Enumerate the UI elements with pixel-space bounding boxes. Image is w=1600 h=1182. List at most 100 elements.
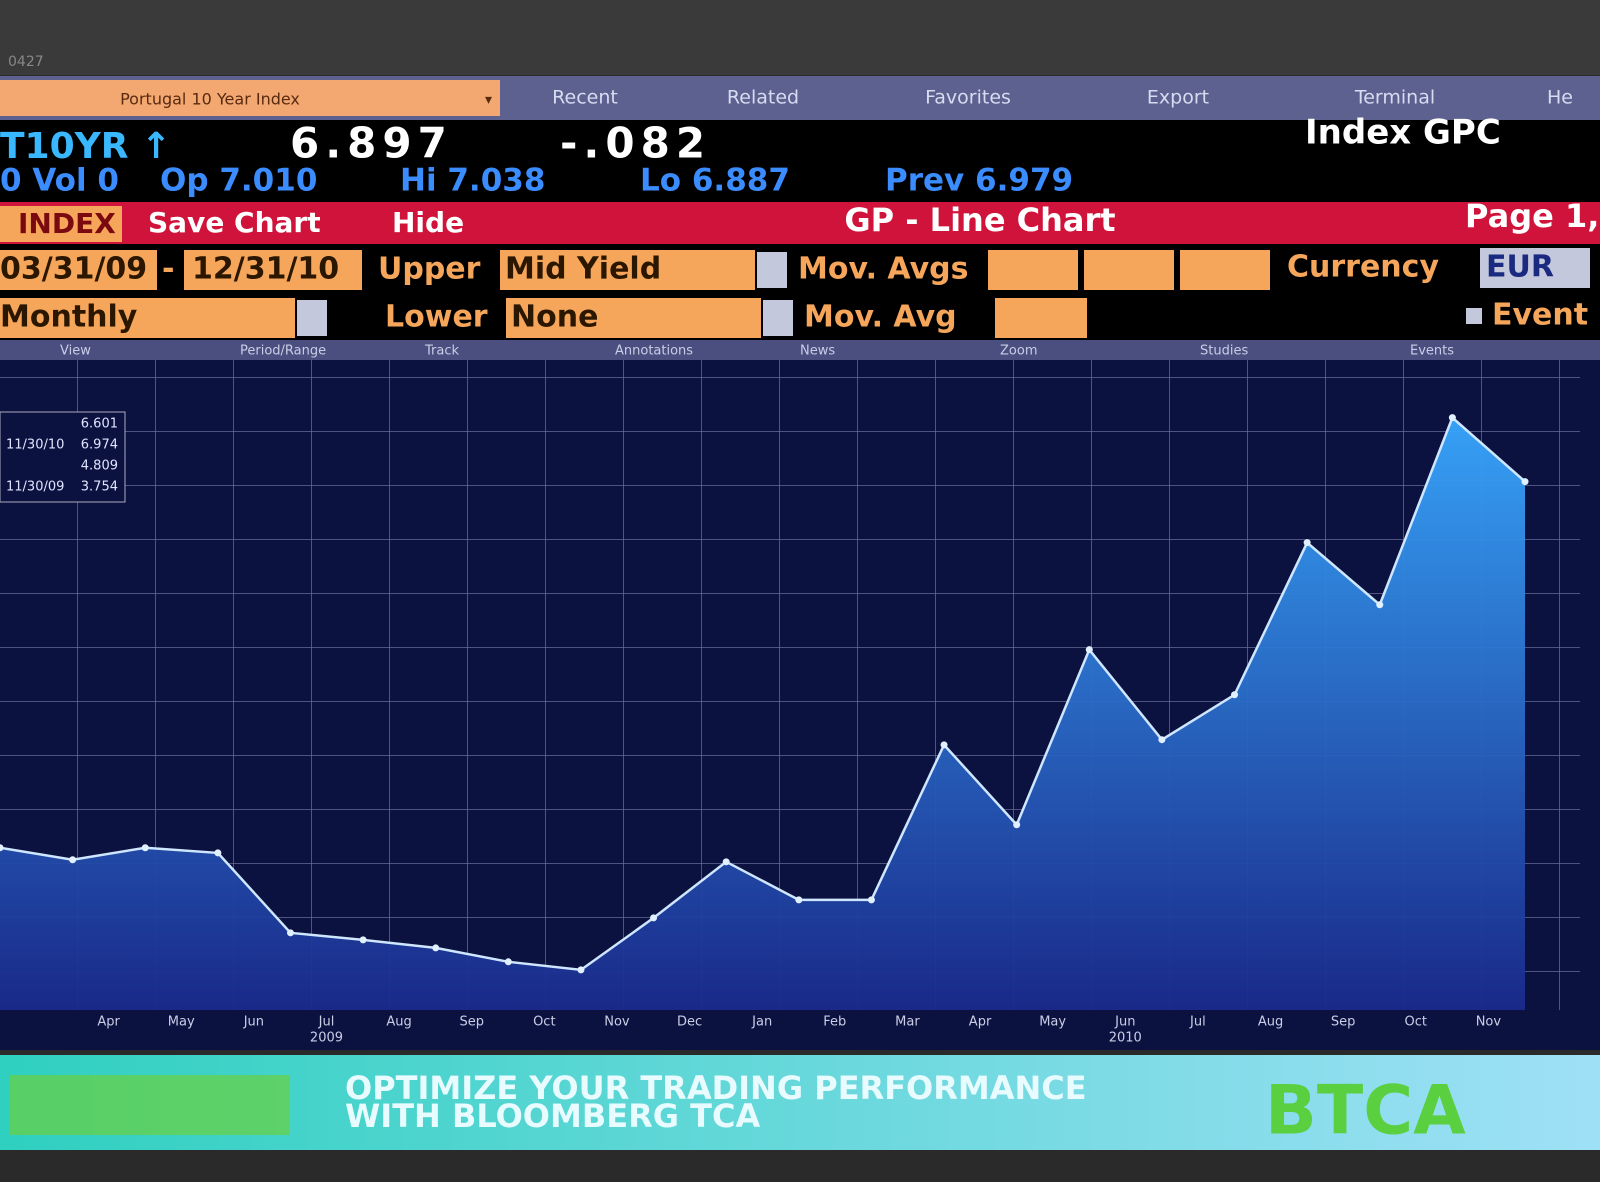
start-date[interactable]: 03/31/09 bbox=[0, 252, 147, 287]
x-tick-label: Apr bbox=[97, 1015, 120, 1030]
mov-avg-field[interactable] bbox=[988, 250, 1078, 290]
mov-avg-field[interactable] bbox=[1084, 250, 1174, 290]
currency[interactable]: EUR bbox=[1486, 250, 1554, 285]
ticker-stat: Hi 7.038 bbox=[400, 163, 545, 199]
data-point bbox=[867, 896, 875, 904]
legend-box bbox=[0, 411, 126, 503]
banner-graphic bbox=[10, 1075, 290, 1135]
menu-item[interactable]: Favorites bbox=[925, 87, 1011, 109]
security-name[interactable]: Portugal 10 Year Index bbox=[120, 90, 300, 109]
legend-value: 6.974 bbox=[81, 438, 118, 453]
menu-item[interactable]: He bbox=[1547, 87, 1573, 109]
ticker-stat: Lo 6.887 bbox=[640, 163, 790, 199]
toolbar-item[interactable]: Track bbox=[424, 344, 459, 359]
currency-field[interactable] bbox=[1480, 248, 1590, 288]
data-point bbox=[432, 944, 440, 952]
period-dropdown[interactable] bbox=[297, 300, 327, 336]
security-dropdown[interactable] bbox=[0, 80, 500, 116]
index-tab-label[interactable]: INDEX bbox=[18, 207, 116, 240]
x-tick-label: Sep bbox=[459, 1015, 484, 1030]
save-chart-button[interactable]: Save Chart bbox=[148, 206, 321, 239]
lower-dropdown[interactable] bbox=[763, 300, 793, 336]
lower-field[interactable] bbox=[506, 298, 761, 338]
period-field[interactable] bbox=[0, 298, 295, 338]
toolbar-item[interactable]: Studies bbox=[1200, 344, 1248, 359]
mov-avg-field[interactable] bbox=[1180, 250, 1270, 290]
x-year-label: 2010 bbox=[1109, 1031, 1142, 1046]
x-tick-label: Jun bbox=[1114, 1015, 1135, 1030]
x-tick-label: Jul bbox=[318, 1015, 335, 1030]
title-bar bbox=[0, 202, 1600, 244]
screen-id: 0427 bbox=[8, 54, 44, 70]
x-tick-label: Oct bbox=[533, 1015, 555, 1030]
data-point bbox=[69, 856, 77, 864]
x-year-label: 2009 bbox=[310, 1031, 343, 1046]
end-date[interactable]: 12/31/10 bbox=[192, 252, 339, 287]
upper-field[interactable] bbox=[500, 250, 755, 290]
bezel bbox=[0, 0, 1600, 75]
lower-label: Lower bbox=[385, 300, 488, 335]
date-separator: - bbox=[162, 252, 174, 287]
toolbar-item[interactable]: Period/Range bbox=[240, 344, 326, 359]
data-point bbox=[286, 929, 294, 937]
x-tick-label: May bbox=[1039, 1015, 1066, 1030]
data-point bbox=[0, 844, 4, 852]
ticker-stat: Prev 6.979 bbox=[885, 163, 1073, 199]
ticker-stat: 0 Vol 0 bbox=[0, 163, 119, 199]
legend-value: 3.754 bbox=[81, 480, 118, 495]
toolbar-item[interactable]: Zoom bbox=[1000, 344, 1037, 359]
area bbox=[0, 417, 1525, 1010]
x-tick-label: Apr bbox=[969, 1015, 992, 1030]
start-date-field[interactable] bbox=[0, 250, 157, 290]
data-point bbox=[795, 896, 803, 904]
banner-logo: BTCA bbox=[1265, 1072, 1466, 1151]
x-tick-label: Aug bbox=[1258, 1015, 1283, 1030]
x-tick-label: Mar bbox=[895, 1015, 920, 1030]
period[interactable]: Monthly bbox=[0, 300, 138, 335]
mov-avg-lower-field[interactable] bbox=[995, 298, 1087, 338]
security-type: Index GPC bbox=[1305, 113, 1501, 153]
data-point bbox=[1376, 601, 1384, 609]
x-tick-label: Dec bbox=[677, 1015, 702, 1030]
upper-value[interactable]: Mid Yield bbox=[505, 252, 661, 287]
menu-item[interactable]: Export bbox=[1147, 87, 1209, 109]
events-checkbox[interactable] bbox=[1466, 308, 1482, 324]
hide-button[interactable]: Hide bbox=[392, 206, 464, 239]
x-tick-label: Sep bbox=[1331, 1015, 1356, 1030]
data-point bbox=[722, 858, 730, 866]
dropdown-arrow: ▾ bbox=[485, 92, 492, 108]
toolbar-item[interactable]: Annotations bbox=[615, 344, 693, 359]
data-point bbox=[1448, 414, 1456, 422]
toolbar bbox=[0, 340, 1600, 360]
data-point bbox=[940, 741, 948, 749]
menu-item[interactable]: Related bbox=[727, 87, 799, 109]
data-point bbox=[650, 914, 658, 922]
upper-dropdown[interactable] bbox=[757, 252, 787, 288]
ticker-stat: Op 7.010 bbox=[160, 163, 317, 199]
upper-label: Upper bbox=[378, 252, 481, 287]
legend-date: 11/30/09 bbox=[6, 480, 64, 495]
data-point bbox=[214, 849, 222, 857]
menu-item[interactable]: Recent bbox=[552, 87, 618, 109]
line bbox=[0, 415, 1526, 972]
toolbar-item[interactable]: Events bbox=[1410, 344, 1454, 359]
net-change: -.082 bbox=[560, 119, 711, 168]
data-point bbox=[1085, 646, 1093, 654]
menu-item[interactable]: Terminal bbox=[1354, 87, 1435, 109]
chart-title: GP - Line Chart bbox=[844, 201, 1115, 239]
x-tick-label: Nov bbox=[1476, 1015, 1502, 1030]
end-date-field[interactable] bbox=[184, 250, 362, 290]
toolbar-item[interactable]: View bbox=[60, 344, 91, 359]
data-point bbox=[1521, 478, 1529, 486]
x-tick-label: Nov bbox=[604, 1015, 630, 1030]
x-tick-label: Jan bbox=[751, 1015, 772, 1030]
lower-value[interactable]: None bbox=[511, 300, 598, 335]
data-point bbox=[504, 958, 512, 966]
data-point bbox=[359, 936, 367, 944]
data-point bbox=[1303, 539, 1311, 547]
x-tick-label: Oct bbox=[1405, 1015, 1427, 1030]
ticker-symbol: T10YR ↑ bbox=[0, 126, 171, 167]
index-tab[interactable] bbox=[0, 206, 122, 242]
toolbar-item[interactable]: News bbox=[800, 344, 835, 359]
